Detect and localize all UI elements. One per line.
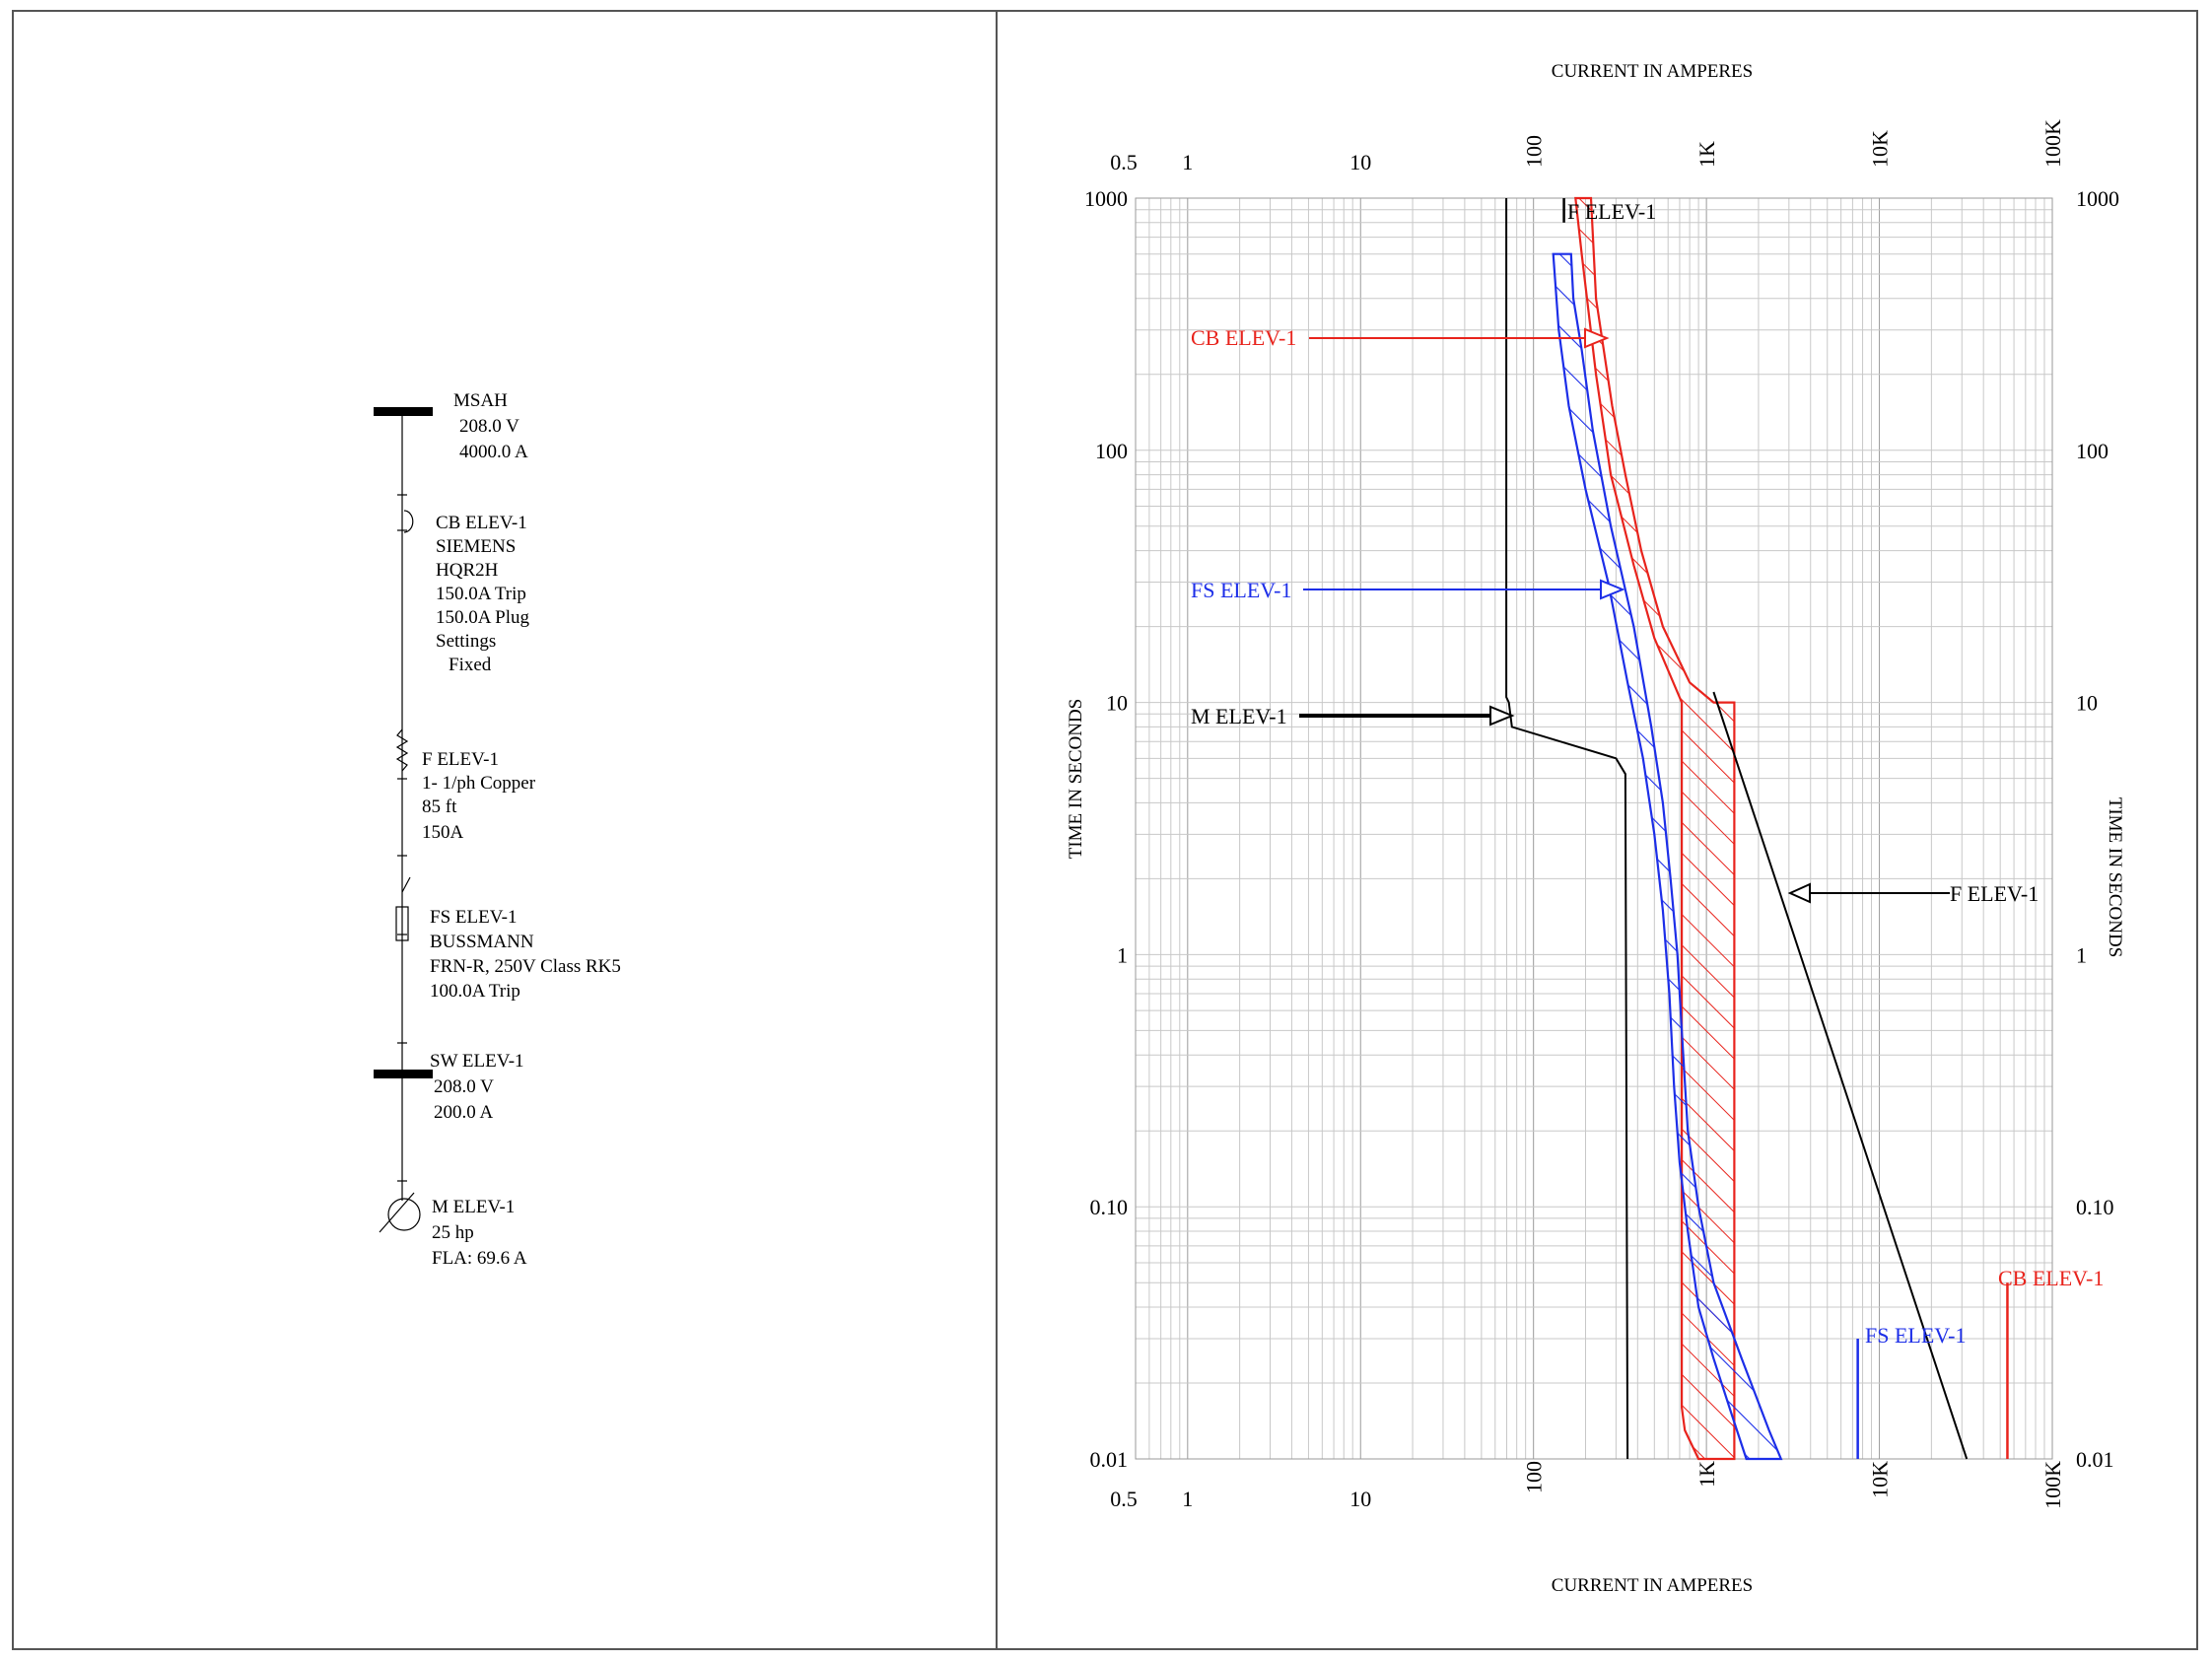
annotation-f-elev-top: F ELEV-1 [1567,199,1656,224]
x-tick-label-bottom: 1K [1694,1461,1719,1488]
annotation-cb-elev: CB ELEV-1 [1191,325,1296,350]
x-tick-label-bottom: 100 [1522,1461,1547,1493]
breaker-label-0: CB ELEV-1 [436,513,527,533]
annotation-fs-elev: FS ELEV-1 [1191,578,1291,602]
bus-sw-name: SW ELEV-1 [430,1051,524,1072]
switch-symbol [401,876,411,893]
y-axis-title-left: TIME IN SECONDS [1066,699,1086,860]
feeder-label-0: F ELEV-1 [422,749,499,770]
x-tick-label-bottom: 0.5 [1110,1487,1138,1511]
bus-main-voltage: 208.0 V [459,416,519,437]
chart-grid [1135,197,2053,1460]
x-tick-label-bottom: 10 [1349,1487,1371,1511]
arrowhead-f-elev [1787,882,1811,904]
bus-msah [374,407,433,416]
x-tick-label-top: 1K [1694,141,1719,168]
chart-lines [1505,198,2009,1460]
y-tick-label-right: 1000 [2076,186,2119,211]
y-tick-label-right: 10 [2076,691,2098,716]
breaker-label-2: HQR2H [436,560,499,581]
fuse-label-2: FRN-R, 250V Class RK5 [430,956,621,977]
bus-main-rating: 4000.0 A [459,442,528,462]
y-tick-label-left: 100 [1095,439,1128,463]
x-tick-label-top: 10K [1868,130,1893,168]
x-tick-label-top: 1 [1182,150,1193,174]
y-tick-label-right: 100 [2076,439,2108,463]
cable-symbol [395,728,409,772]
y-tick-label-right: 0.01 [2076,1447,2114,1472]
breaker-label-5: Settings [436,631,496,652]
bus-sw-voltage: 208.0 V [434,1076,494,1097]
x-axis-title-bottom: CURRENT IN AMPERES [1552,1575,1753,1596]
breaker-label-3: 150.0A Trip [436,584,526,604]
band-fs-elev-1 [1552,252,1783,1461]
motor-symbol [387,1198,421,1231]
line-f-elev-1 [1712,691,1969,1460]
y-tick-label-right: 0.10 [2076,1195,2114,1219]
feeder-label-2: 85 ft [422,796,457,817]
fuse-label-1: BUSSMANN [430,932,534,952]
feeder-label-3: 150A [422,822,464,843]
y-tick-label-left: 0.10 [1090,1195,1129,1219]
breaker-label-4: 150.0A Plug [436,607,530,628]
x-tick-label-bottom: 1 [1182,1487,1193,1511]
y-tick-label-left: 1000 [1084,186,1128,211]
arrowhead-cb-elev [1584,327,1610,349]
arrowhead-m-elev [1489,705,1515,727]
annotation-f-elev-right: F ELEV-1 [1950,881,2039,906]
chart-tick-labels: 0.5 0.5 1 1 10 10 100 100 1K 1K 10K 10K 100K 100K 0.01… [1084,119,2119,1511]
chart-bands [1552,196,1783,1461]
feeder-label-1: 1- 1/ph Copper [422,773,536,794]
x-tick-label-top: 100K [2040,119,2065,168]
y-tick-label-left: 0.01 [1090,1447,1129,1472]
x-tick-label-bottom: 10K [1868,1461,1893,1498]
motor-label-1: 25 hp [432,1222,474,1243]
y-tick-label-left: 1 [1117,942,1128,967]
annotation-cb-elev-inst: CB ELEV-1 [1998,1266,2104,1290]
x-axis-title-top: CURRENT IN AMPERES [1552,61,1753,82]
x-tick-label-top: 0.5 [1110,150,1138,174]
annotation-fs-elev-inst: FS ELEV-1 [1865,1323,1966,1348]
annotation-m-elev: M ELEV-1 [1191,704,1287,728]
one-line-diagram: MSAH 208.0 V 4000.0 A CB ELEV-1 SIEMENS … [374,390,621,1269]
panel-divider [996,10,998,1650]
arrowhead-fs-elev [1600,579,1625,600]
y-tick-label-left: 10 [1106,691,1128,716]
y-tick-label-right: 1 [2076,942,2087,967]
x-tick-label-top: 10 [1349,150,1371,174]
plot-border [1135,197,2053,1460]
page-frame [12,10,2198,1650]
x-tick-label-top: 100 [1522,135,1547,168]
x-tick-label-bottom: 100K [2040,1461,2065,1509]
breaker-label-1: SIEMENS [436,536,516,557]
bus-sw-rating: 200.0 A [434,1102,493,1123]
motor-label-2: FLA: 69.6 A [432,1248,527,1269]
bus-sw-elev [374,1070,433,1078]
y-axis-title-right: TIME IN SECONDS [2105,797,2125,958]
line-m-elev-1 [1505,198,1629,1460]
bus-main-name: MSAH [453,390,508,411]
breaker-symbol [403,510,414,533]
fuse-symbol [395,906,409,941]
breaker-label-6: Fixed [449,655,492,675]
band-cb-elev-1 [1574,196,1736,1461]
motor-label-0: M ELEV-1 [432,1197,515,1217]
fuse-label-0: FS ELEV-1 [430,907,518,928]
fuse-label-3: 100.0A Trip [430,981,520,1002]
